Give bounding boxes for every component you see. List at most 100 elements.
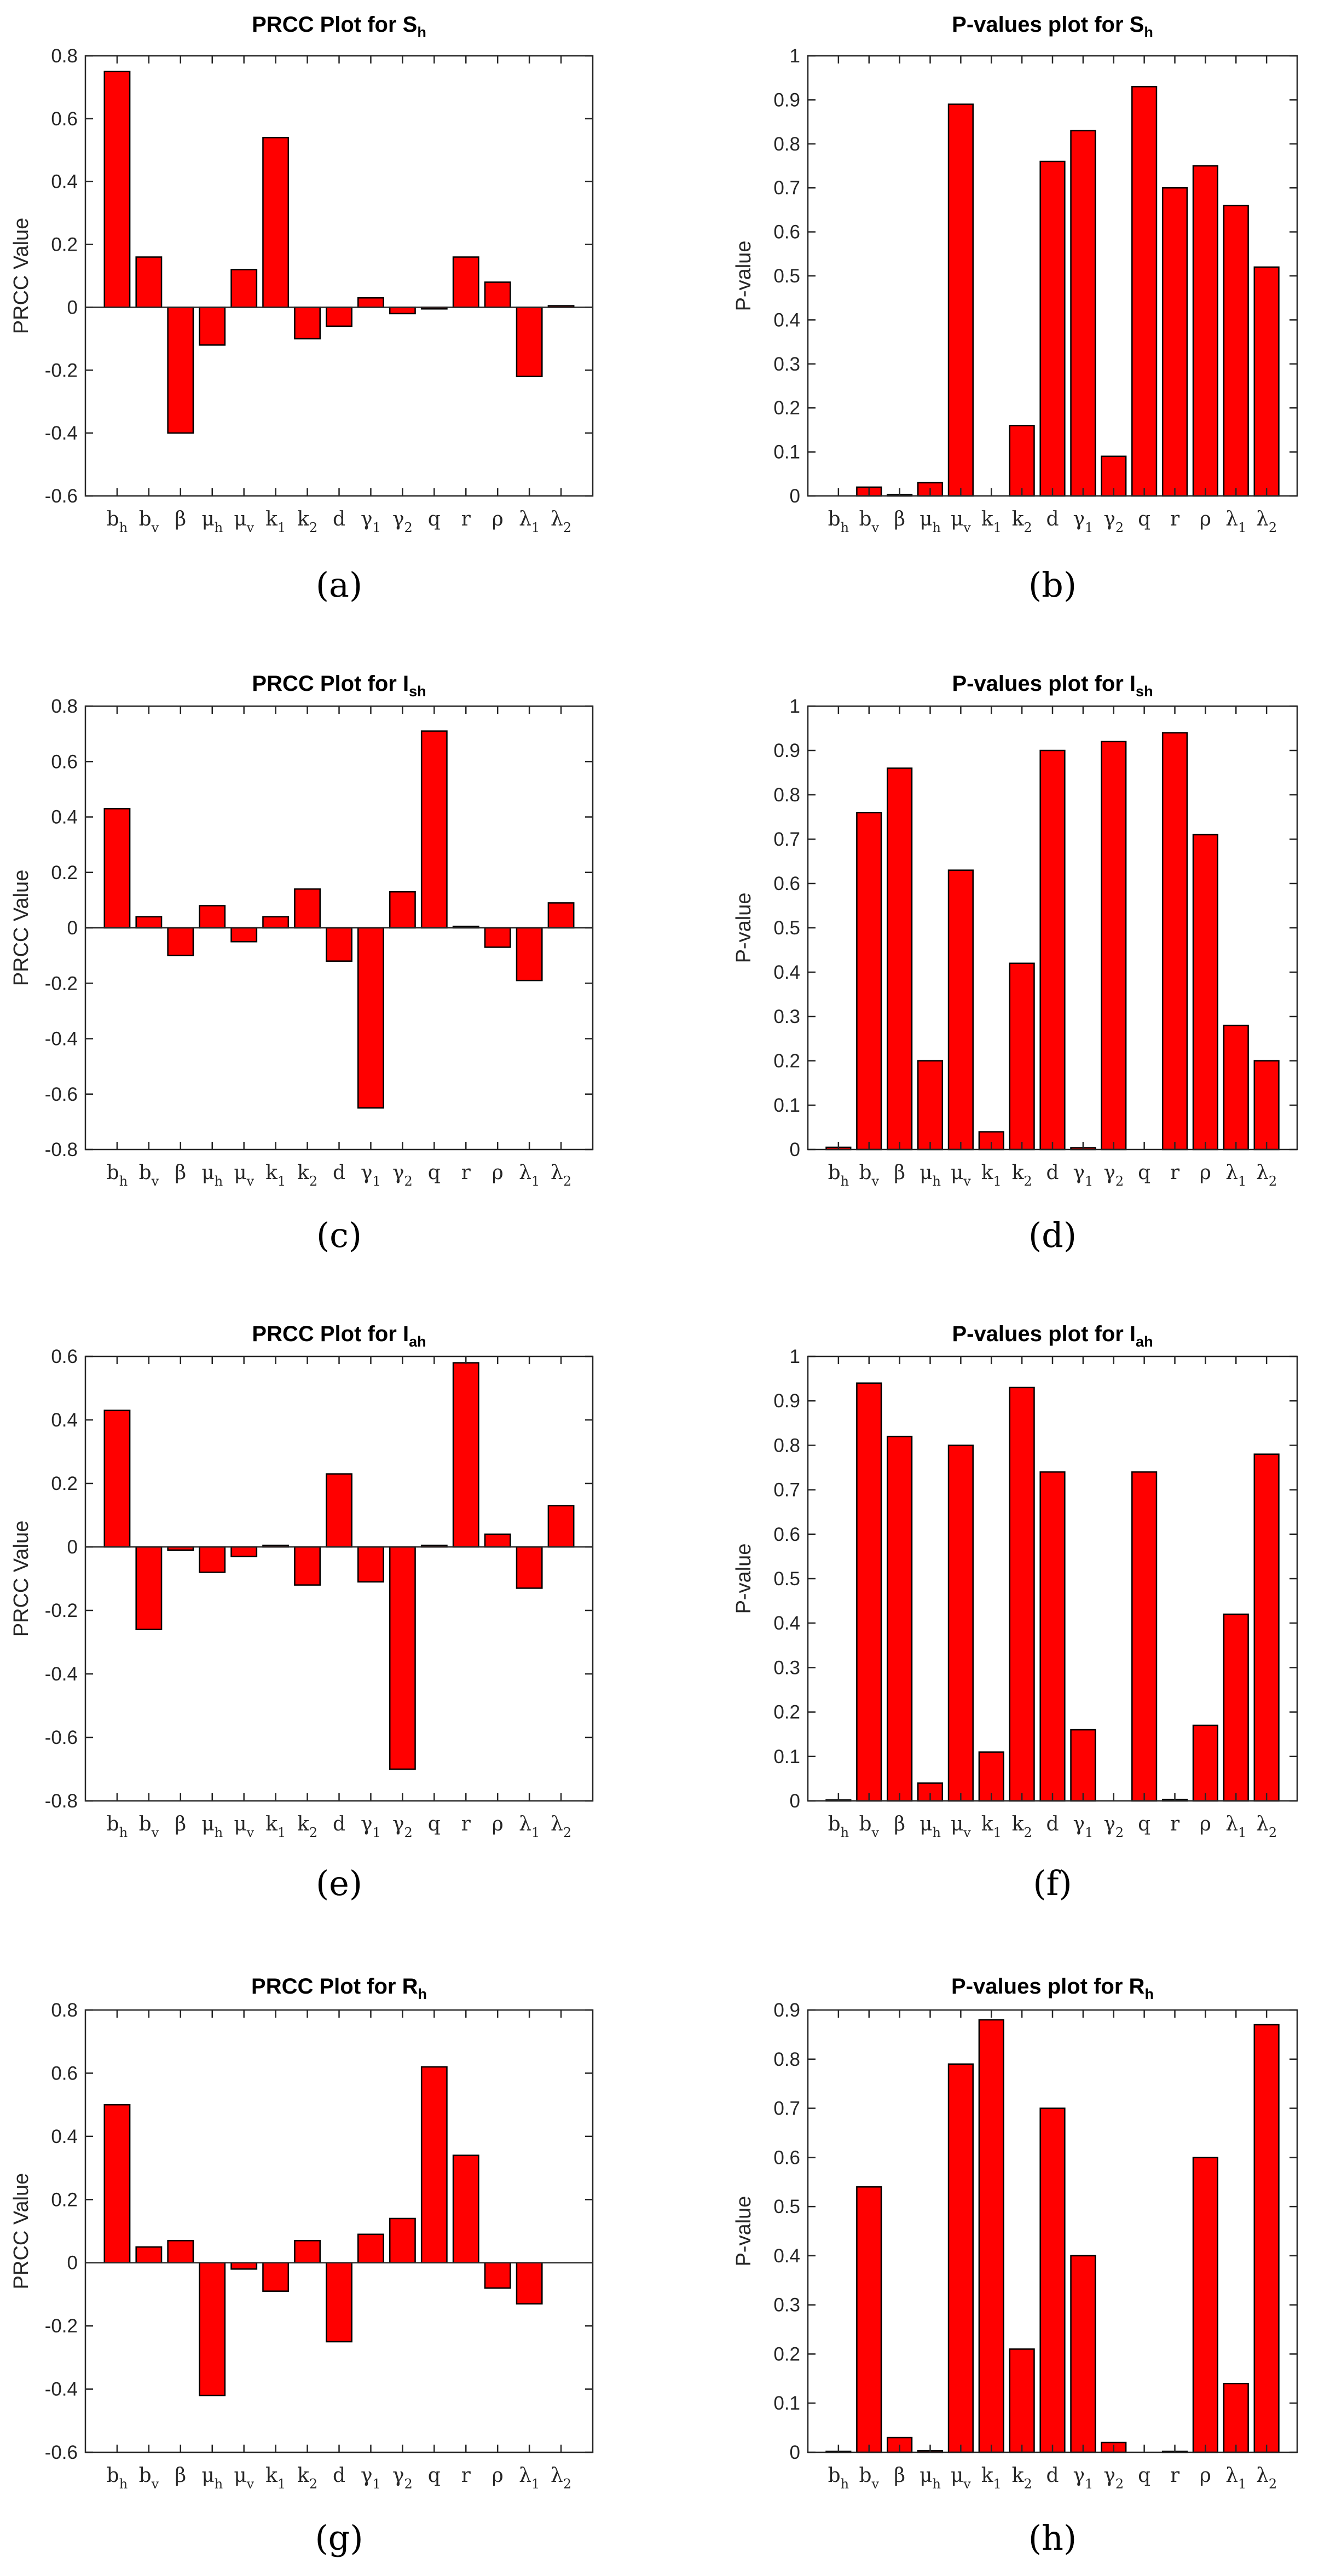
y-tick-label: 0.2 bbox=[51, 1473, 78, 1494]
y-tick-label: 0.7 bbox=[773, 1480, 800, 1501]
chart-title: P-values plot for Iah bbox=[952, 1322, 1153, 1350]
bar-2 bbox=[135, 256, 163, 308]
y-tick-label: 0.5 bbox=[773, 2196, 800, 2217]
x-tick-label: μh bbox=[920, 508, 941, 535]
x-tick-label: q bbox=[428, 2464, 441, 2487]
y-tick-label: -0.6 bbox=[45, 1084, 78, 1105]
y-tick-label: -0.6 bbox=[45, 1727, 78, 1748]
bar-7 bbox=[1009, 962, 1035, 1151]
y-tick-label: 0.2 bbox=[51, 234, 78, 256]
x-tick-label: λ2 bbox=[1256, 508, 1277, 535]
x-tick-label: d bbox=[333, 2464, 345, 2487]
y-tick-label: -0.8 bbox=[45, 1139, 78, 1160]
x-tick-label: k2 bbox=[297, 1162, 317, 1189]
bar-6 bbox=[262, 137, 290, 308]
bar-14 bbox=[516, 307, 543, 378]
x-tick-label: λ1 bbox=[519, 1162, 540, 1189]
x-tick-label: μh bbox=[920, 1162, 941, 1189]
y-tick-label: 0.2 bbox=[51, 2189, 78, 2210]
x-tick-label: bh bbox=[828, 508, 849, 535]
chart-panel-4: P-values plot for Ish P-value 1 0.9 0.8 0.7 0.… bbox=[732, 672, 1298, 1255]
bar-7 bbox=[294, 1546, 321, 1586]
bar-6 bbox=[262, 2262, 290, 2292]
x-tick-label: ρ bbox=[492, 1162, 504, 1184]
bar-7 bbox=[1009, 425, 1035, 497]
bar-8 bbox=[1039, 749, 1066, 1151]
x-tick-label: λ2 bbox=[551, 1162, 571, 1189]
bar-11 bbox=[420, 2066, 448, 2263]
y-tick-label: 0.8 bbox=[773, 2049, 800, 2070]
chart-title: P-values plot for Sh bbox=[952, 13, 1153, 41]
x-tick-label: d bbox=[1046, 2464, 1059, 2487]
x-tick-label: q bbox=[1138, 2464, 1150, 2487]
bar-6 bbox=[262, 916, 290, 929]
y-tick-label: 0.1 bbox=[773, 1095, 800, 1116]
x-tick-label: k1 bbox=[981, 508, 1002, 535]
y-tick-label: 0.4 bbox=[773, 962, 800, 983]
bar-3 bbox=[167, 2240, 194, 2263]
panel-label: (f) bbox=[1033, 1863, 1072, 1903]
bar-13 bbox=[1192, 834, 1218, 1151]
y-tick-label: 0 bbox=[790, 1139, 800, 1160]
bar-8 bbox=[326, 2262, 352, 2343]
bar-12 bbox=[452, 2155, 479, 2263]
plot-area-frame bbox=[84, 55, 594, 497]
bar-13 bbox=[1192, 1724, 1218, 1802]
x-tick-label: r bbox=[461, 1162, 471, 1184]
bar-9 bbox=[357, 1546, 384, 1583]
x-tick-label: k1 bbox=[981, 1162, 1002, 1189]
x-tick-label: d bbox=[333, 508, 345, 530]
x-tick-label: bh bbox=[828, 1162, 849, 1189]
bar-13 bbox=[484, 927, 511, 948]
x-tick-label: r bbox=[461, 2464, 471, 2487]
bar-7 bbox=[294, 888, 321, 929]
y-tick-label: -0.2 bbox=[45, 360, 78, 381]
x-tick-label: λ1 bbox=[519, 508, 540, 535]
x-tick-label: bv bbox=[139, 1813, 159, 1840]
bar-13 bbox=[1192, 165, 1218, 497]
x-tick-label: k2 bbox=[297, 508, 317, 535]
x-tick-label: μh bbox=[201, 1813, 223, 1840]
bar-13 bbox=[1192, 2157, 1218, 2453]
bar-12 bbox=[1161, 732, 1188, 1151]
y-tick-label: 0.3 bbox=[773, 1657, 800, 1678]
plot-area-frame bbox=[807, 2009, 1298, 2453]
x-tick-label: γ2 bbox=[1103, 508, 1124, 535]
y-tick-label: 1 bbox=[790, 1346, 800, 1367]
y-tick-label: 0 bbox=[67, 1537, 78, 1558]
bar-15 bbox=[1253, 2024, 1280, 2453]
chart-panel-2: P-values plot for Sh P-value 1 0.9 0.8 0.7 0.6… bbox=[732, 13, 1298, 605]
panel-label: (d) bbox=[1028, 1215, 1077, 1255]
y-tick-label: -0.4 bbox=[45, 1029, 78, 1050]
x-tick-label: r bbox=[1170, 1162, 1180, 1184]
panel-label: (c) bbox=[316, 1215, 362, 1255]
bar-1 bbox=[103, 808, 131, 929]
y-tick-label: 0.4 bbox=[773, 2245, 800, 2267]
x-tick-label: λ1 bbox=[1225, 1162, 1246, 1189]
bar-6 bbox=[978, 2019, 1004, 2453]
bar-8 bbox=[326, 1473, 352, 1548]
x-tick-label: q bbox=[1138, 508, 1150, 530]
y-tick-label: 0.7 bbox=[773, 2098, 800, 2119]
bar-8 bbox=[1039, 160, 1066, 497]
y-tick-label: 0.8 bbox=[51, 2000, 78, 2021]
y-tick-label: -0.2 bbox=[45, 1600, 78, 1621]
x-tick-label: γ2 bbox=[392, 2464, 413, 2492]
y-tick-label: 0.5 bbox=[773, 265, 800, 287]
y-tick-label: 0.1 bbox=[773, 442, 800, 463]
bar-13 bbox=[484, 1533, 511, 1548]
x-tick-label: k1 bbox=[265, 508, 286, 535]
bar-6 bbox=[978, 1751, 1004, 1802]
y-axis-label: PRCC Value bbox=[10, 1521, 33, 1637]
bar-15 bbox=[1253, 1453, 1280, 1802]
y-tick-label: 0.4 bbox=[51, 807, 78, 828]
y-axis-label: PRCC Value bbox=[10, 870, 33, 986]
bar-14 bbox=[516, 2262, 543, 2304]
x-tick-label: bh bbox=[107, 508, 128, 535]
bar-2 bbox=[135, 1546, 163, 1631]
x-tick-label: bh bbox=[828, 1813, 849, 1840]
y-tick-label: 0.5 bbox=[773, 1568, 800, 1590]
panel-label: (b) bbox=[1028, 565, 1077, 605]
x-tick-label: β bbox=[175, 1162, 186, 1184]
x-tick-label: k1 bbox=[265, 2464, 286, 2492]
